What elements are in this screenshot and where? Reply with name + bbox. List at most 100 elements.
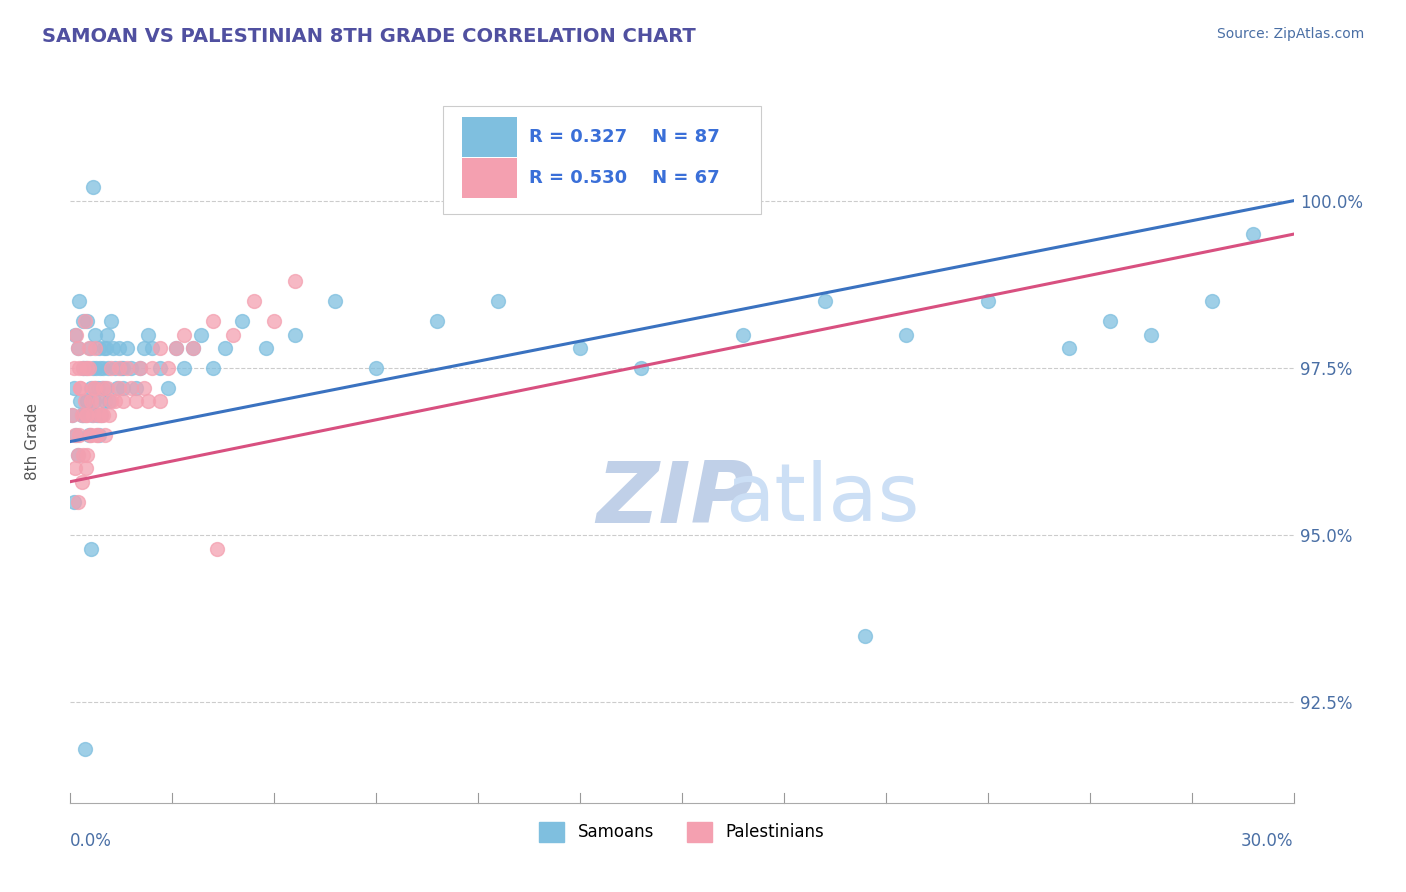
Point (128, 360, 150, 375)
Point (98, 408, 121, 422)
Point (173, 360, 195, 375)
Point (976, 293, 998, 308)
Point (89, 360, 111, 375)
Point (75, 408, 97, 422)
Point (76, 314, 98, 328)
Point (77, 360, 100, 375)
Point (73, 314, 96, 328)
Point (488, 293, 510, 308)
Point (79, 541, 103, 556)
Text: R = 0.327    N = 87: R = 0.327 N = 87 (529, 128, 720, 145)
Point (82, 360, 104, 375)
Point (62, 360, 84, 375)
Point (72, 360, 94, 375)
Point (96, 381, 118, 395)
Point (108, 381, 131, 395)
Point (630, 360, 652, 375)
Point (91, 381, 114, 395)
Point (65, 327, 87, 342)
Point (73, 408, 96, 422)
Point (72, 448, 94, 462)
Point (108, 360, 131, 375)
Point (66, 341, 89, 355)
Point (87, 341, 110, 355)
Point (72, 314, 94, 328)
Point (75, 360, 97, 375)
Point (67, 293, 90, 308)
Text: ZIP: ZIP (596, 458, 754, 541)
FancyBboxPatch shape (461, 117, 517, 156)
Point (66, 448, 89, 462)
Point (70, 475, 93, 489)
Point (110, 360, 132, 375)
Point (149, 341, 172, 355)
Point (63, 381, 86, 395)
Point (105, 381, 128, 395)
Point (128, 360, 150, 375)
Point (157, 381, 180, 395)
Point (67, 427, 90, 442)
Point (284, 327, 307, 342)
Point (254, 341, 277, 355)
Point (731, 327, 754, 342)
Point (132, 341, 155, 355)
Point (84, 360, 107, 375)
Point (87, 408, 110, 422)
Point (82, 381, 104, 395)
Point (94, 381, 117, 395)
Point (165, 341, 187, 355)
Point (91, 360, 114, 375)
Point (124, 394, 146, 409)
Point (87, 427, 110, 442)
Point (141, 360, 163, 375)
Text: atlas: atlas (724, 460, 920, 539)
Point (76, 448, 98, 462)
Point (101, 341, 124, 355)
Point (181, 341, 204, 355)
Point (132, 381, 155, 395)
Point (284, 274, 307, 288)
Point (813, 293, 835, 308)
Point (190, 327, 212, 342)
Point (79, 381, 103, 395)
Point (173, 327, 195, 342)
Point (91, 381, 114, 395)
Point (112, 394, 135, 409)
Text: 0.0%: 0.0% (70, 831, 112, 850)
Point (69, 394, 91, 409)
Point (83, 381, 105, 395)
Point (96, 341, 118, 355)
Point (112, 360, 135, 375)
Legend: Samoans, Palestinians: Samoans, Palestinians (533, 815, 831, 848)
Point (855, 629, 877, 643)
Point (181, 341, 204, 355)
Point (149, 360, 172, 375)
Point (136, 327, 159, 342)
Point (67, 448, 90, 462)
Point (157, 360, 180, 375)
Point (83, 341, 105, 355)
Point (202, 360, 225, 375)
Point (79, 427, 101, 442)
Point (76, 394, 98, 409)
Point (87, 394, 110, 409)
Point (568, 341, 592, 355)
Point (60, 408, 83, 422)
Point (90, 408, 112, 422)
Point (124, 381, 146, 395)
Point (98, 394, 121, 409)
Point (63, 461, 86, 475)
Point (231, 314, 253, 328)
Point (205, 541, 228, 556)
Point (117, 341, 139, 355)
Point (83, 394, 105, 409)
Point (104, 394, 127, 409)
Point (214, 341, 236, 355)
Point (86, 427, 108, 442)
Point (72, 408, 94, 422)
Point (100, 314, 122, 328)
Point (112, 381, 135, 395)
Point (1201, 293, 1223, 308)
Point (94, 394, 117, 409)
Point (70, 408, 93, 422)
